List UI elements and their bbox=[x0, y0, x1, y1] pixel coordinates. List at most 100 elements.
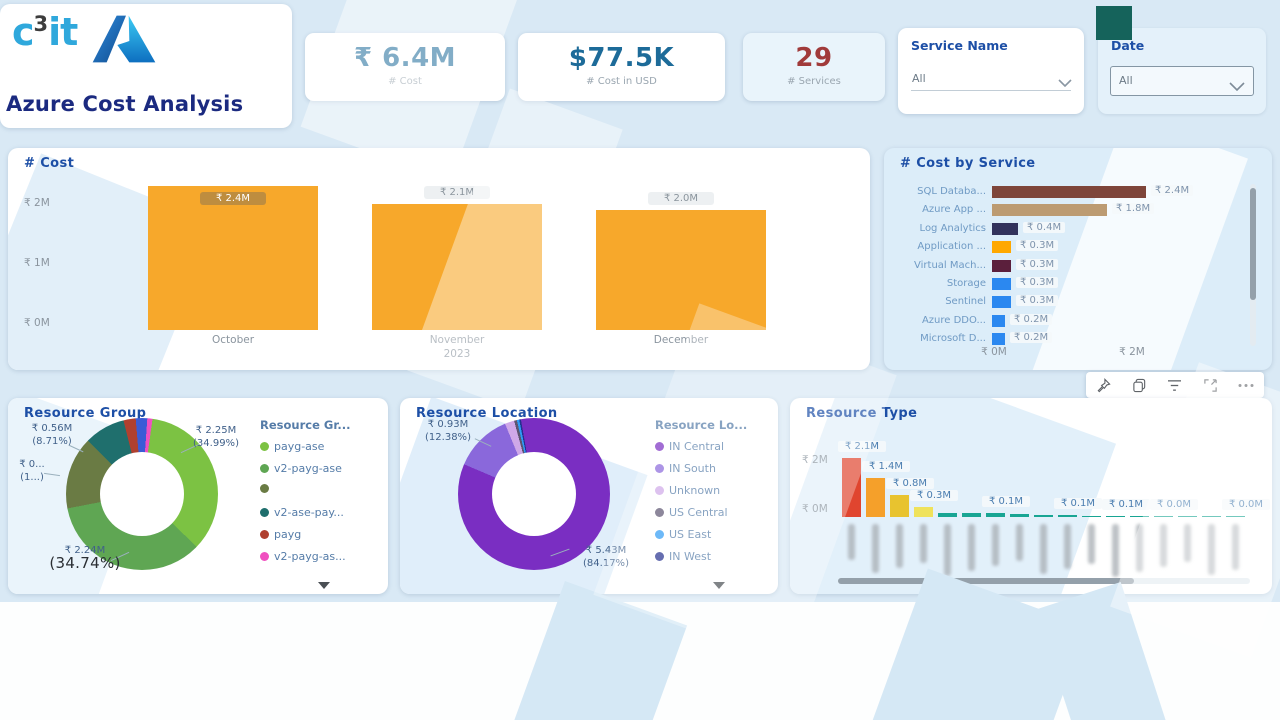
legend-swatch bbox=[655, 442, 664, 451]
legend-item-label: Unknown bbox=[669, 484, 721, 497]
legend-scroll-chevron-icon[interactable] bbox=[713, 574, 725, 593]
data-label: ₹ 2.1M bbox=[838, 441, 886, 452]
x-axis-label-obscured bbox=[1232, 524, 1239, 570]
resource-type-plot-area: ₹ 2M ₹ 0M ₹ 2.1M ₹ 1.4M ₹ 0.8M ₹ 0.3M ₹ 0.1M ₹ … bbox=[790, 398, 1272, 594]
kpi-card-cost[interactable]: ₹ 6.4M # Cost bbox=[305, 33, 505, 101]
data-label: ₹ 2.1M bbox=[424, 186, 490, 199]
legend-title: Resource Gr... bbox=[260, 418, 351, 432]
data-label-line: (12.38%) bbox=[425, 432, 471, 443]
scrollbar-thumb[interactable] bbox=[838, 578, 1134, 584]
x-axis-label-obscured bbox=[1184, 524, 1191, 562]
kpi-card-cost-usd[interactable]: $77.5K # Cost in USD bbox=[518, 33, 725, 101]
resource-location-chart-panel[interactable]: Resource Location ₹ 0.93M (12.38%) ₹ 5.43M… bbox=[400, 398, 778, 594]
category-label: Sentinel bbox=[945, 296, 986, 307]
date-dropdown[interactable]: All bbox=[1110, 66, 1254, 96]
bar-log-analytics[interactable] bbox=[992, 223, 1018, 235]
bar-resource-type-8[interactable] bbox=[1010, 514, 1029, 517]
bar-resource-type-3[interactable] bbox=[890, 495, 909, 517]
bar-resource-type-13[interactable] bbox=[1130, 516, 1149, 517]
data-label: ₹ 0.93M (12.38%) bbox=[416, 418, 480, 444]
data-label-line: (34.99%) bbox=[193, 438, 239, 449]
kpi-card-services[interactable]: 29 # Services bbox=[743, 33, 885, 101]
x-axis-label-obscured bbox=[872, 524, 879, 573]
bar-resource-type-17[interactable] bbox=[1226, 516, 1245, 517]
legend-item[interactable]: US Central bbox=[655, 506, 728, 519]
legend-item[interactable]: Unknown bbox=[655, 484, 720, 497]
legend-item[interactable]: US East bbox=[655, 528, 711, 541]
copy-icon[interactable] bbox=[1124, 374, 1154, 396]
data-label: ₹ 2.24M (34.74%) bbox=[40, 544, 130, 571]
resource-group-plot-area: ₹ 2.25M (34.99%) ₹ 0.56M (8.71%) ₹ 0... (1...… bbox=[8, 398, 388, 594]
bar-resource-type-16[interactable] bbox=[1202, 516, 1221, 517]
focus-mode-icon[interactable] bbox=[1196, 374, 1226, 396]
category-label: Virtual Mach... bbox=[914, 260, 986, 271]
legend-scroll-chevron-icon[interactable] bbox=[318, 574, 330, 593]
legend-item[interactable]: IN South bbox=[655, 462, 716, 475]
bar-resource-type-12[interactable] bbox=[1106, 516, 1125, 517]
legend-item[interactable]: IN Central bbox=[655, 440, 724, 453]
bar-sql-databa-[interactable] bbox=[992, 186, 1146, 198]
bar-resource-type-15[interactable] bbox=[1178, 516, 1197, 517]
bar-azure-app-[interactable] bbox=[992, 204, 1107, 216]
x-axis-label: December bbox=[653, 334, 709, 346]
bar-resource-type-4[interactable] bbox=[914, 507, 933, 517]
bar-storage[interactable] bbox=[992, 278, 1011, 290]
legend-item[interactable]: v2-ase-pay... bbox=[260, 506, 344, 519]
legend-item[interactable]: v2-payg-as... bbox=[260, 550, 346, 563]
bar-sentinel[interactable] bbox=[992, 296, 1011, 308]
cost-by-service-chart-panel[interactable]: # Cost by Service SQL Databa... ₹ 2.4M Azu… bbox=[884, 148, 1272, 370]
data-label: ₹ 0.2M bbox=[1010, 314, 1053, 325]
bar-application-[interactable] bbox=[992, 241, 1011, 253]
legend-item-label: IN Central bbox=[669, 440, 725, 453]
bar-resource-type-7[interactable] bbox=[986, 513, 1005, 517]
legend-item-label: US East bbox=[669, 528, 712, 541]
bar-december[interactable] bbox=[596, 210, 766, 330]
data-label: ₹ 0.3M bbox=[1016, 240, 1059, 251]
filter-icon[interactable] bbox=[1160, 374, 1190, 396]
more-options-icon[interactable] bbox=[1231, 374, 1261, 396]
legend-item[interactable]: v2-payg-ase bbox=[260, 462, 342, 475]
legend-title: Resource Lo... bbox=[655, 418, 748, 432]
bar-resource-type-6[interactable] bbox=[962, 513, 981, 517]
pin-icon[interactable] bbox=[1089, 374, 1119, 396]
bar-resource-type-11[interactable] bbox=[1082, 516, 1101, 517]
accent-square bbox=[1096, 6, 1132, 40]
resource-type-chart-panel[interactable]: Resource Type ₹ 2M ₹ 0M ₹ 2.1M ₹ 1.4M ₹ 0.8M… bbox=[790, 398, 1272, 594]
donut-chart[interactable] bbox=[66, 418, 218, 570]
chart-title: Resource Group bbox=[24, 406, 147, 421]
bar-october[interactable] bbox=[148, 186, 318, 330]
kpi-value: 29 bbox=[795, 43, 833, 73]
legend-item-label: v2-payg-ase bbox=[274, 462, 342, 475]
data-label-line: ₹ 0.93M bbox=[427, 419, 469, 430]
legend-item[interactable]: payg bbox=[260, 528, 301, 541]
bar-resource-type-9[interactable] bbox=[1034, 515, 1053, 517]
data-label: ₹ 2.0M bbox=[648, 192, 714, 205]
legend-item[interactable] bbox=[260, 484, 274, 493]
chart-title: # Cost bbox=[24, 156, 75, 171]
bar-resource-type-1[interactable] bbox=[842, 458, 861, 517]
scrollbar-thumb[interactable] bbox=[1250, 188, 1256, 300]
bar-azure-ddo-[interactable] bbox=[992, 315, 1005, 327]
x-axis-label-obscured bbox=[1064, 524, 1071, 569]
data-label-line: ₹ 0.56M bbox=[31, 423, 73, 434]
bar-resource-type-14[interactable] bbox=[1154, 516, 1173, 517]
bar-resource-type-5[interactable] bbox=[938, 513, 957, 517]
brand-panel: c3it Azure Cost Analysis bbox=[0, 4, 292, 128]
legend-item-label: IN South bbox=[669, 462, 716, 475]
bar-microsoft-d-[interactable] bbox=[992, 333, 1005, 345]
category-label: Log Analytics bbox=[919, 223, 986, 234]
bar-resource-type-2[interactable] bbox=[866, 478, 885, 517]
cost-by-month-chart-panel[interactable]: # Cost ₹ 2M ₹ 1M ₹ 0M ₹ 2.4M October ₹ 2.1M No… bbox=[8, 148, 870, 370]
bar-resource-type-10[interactable] bbox=[1058, 515, 1077, 517]
data-label: ₹ 0.1M bbox=[1102, 499, 1150, 510]
x-axis-label: November bbox=[429, 334, 485, 346]
data-label: ₹ 1.4M bbox=[862, 461, 910, 472]
legend-item[interactable]: payg-ase bbox=[260, 440, 324, 453]
legend-item[interactable]: IN West bbox=[655, 550, 711, 563]
resource-group-chart-panel[interactable]: Resource Group ₹ 2.25M (34.99%) ₹ 0.56M (8.… bbox=[8, 398, 388, 594]
slicer-underline[interactable] bbox=[911, 90, 1071, 91]
bar-virtual-mach-[interactable] bbox=[992, 260, 1011, 272]
bar-november[interactable] bbox=[372, 204, 542, 330]
chevron-down-icon[interactable] bbox=[1058, 72, 1072, 91]
legend-swatch bbox=[655, 464, 664, 473]
